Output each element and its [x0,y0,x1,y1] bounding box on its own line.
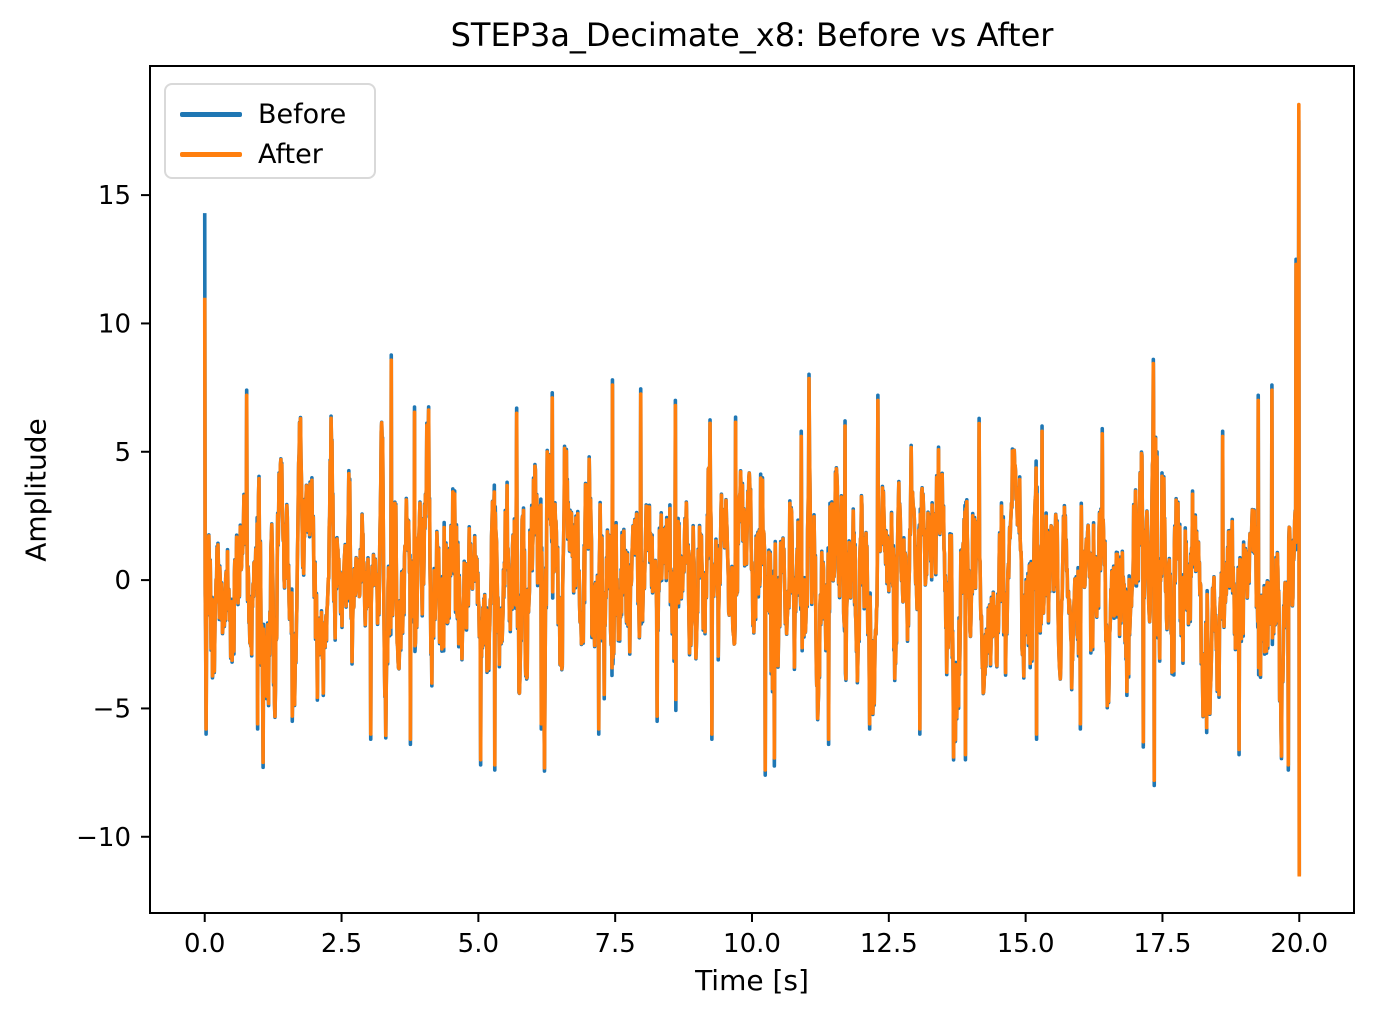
legend-entry-before: Before [180,94,374,134]
y-tick-label: −5 [93,695,131,725]
series-after-line [202,102,1302,877]
x-tick-label: 15.0 [997,929,1055,959]
x-tick-label: 0.0 [184,929,225,959]
x-axis-label: Time [s] [695,964,809,997]
legend-label-before: Before [258,98,347,130]
legend-entry-after: After [180,134,374,174]
legend-line-after-icon [180,151,242,157]
x-tick-label: 2.5 [321,929,362,959]
y-tick-label: 5 [114,438,131,468]
y-tick-label: 0 [114,566,131,596]
x-tick-label: 12.5 [860,929,918,959]
x-tick-label: 20.0 [1270,929,1328,959]
x-tick-label: 7.5 [595,929,636,959]
legend-label-after: After [258,138,323,170]
y-tick-label: −10 [76,823,131,853]
legend: Before After [164,83,376,179]
y-axis-label: Amplitude [19,418,53,562]
x-tick-label: 10.0 [723,929,781,959]
x-tick-label: 5.0 [458,929,499,959]
y-tick-label: 10 [98,310,131,340]
y-tick-label: 15 [98,181,131,211]
x-tick-label: 17.5 [1134,929,1192,959]
legend-line-before-icon [180,111,242,117]
chart-title: STEP3a_Decimate_x8: Before vs After [450,16,1054,54]
